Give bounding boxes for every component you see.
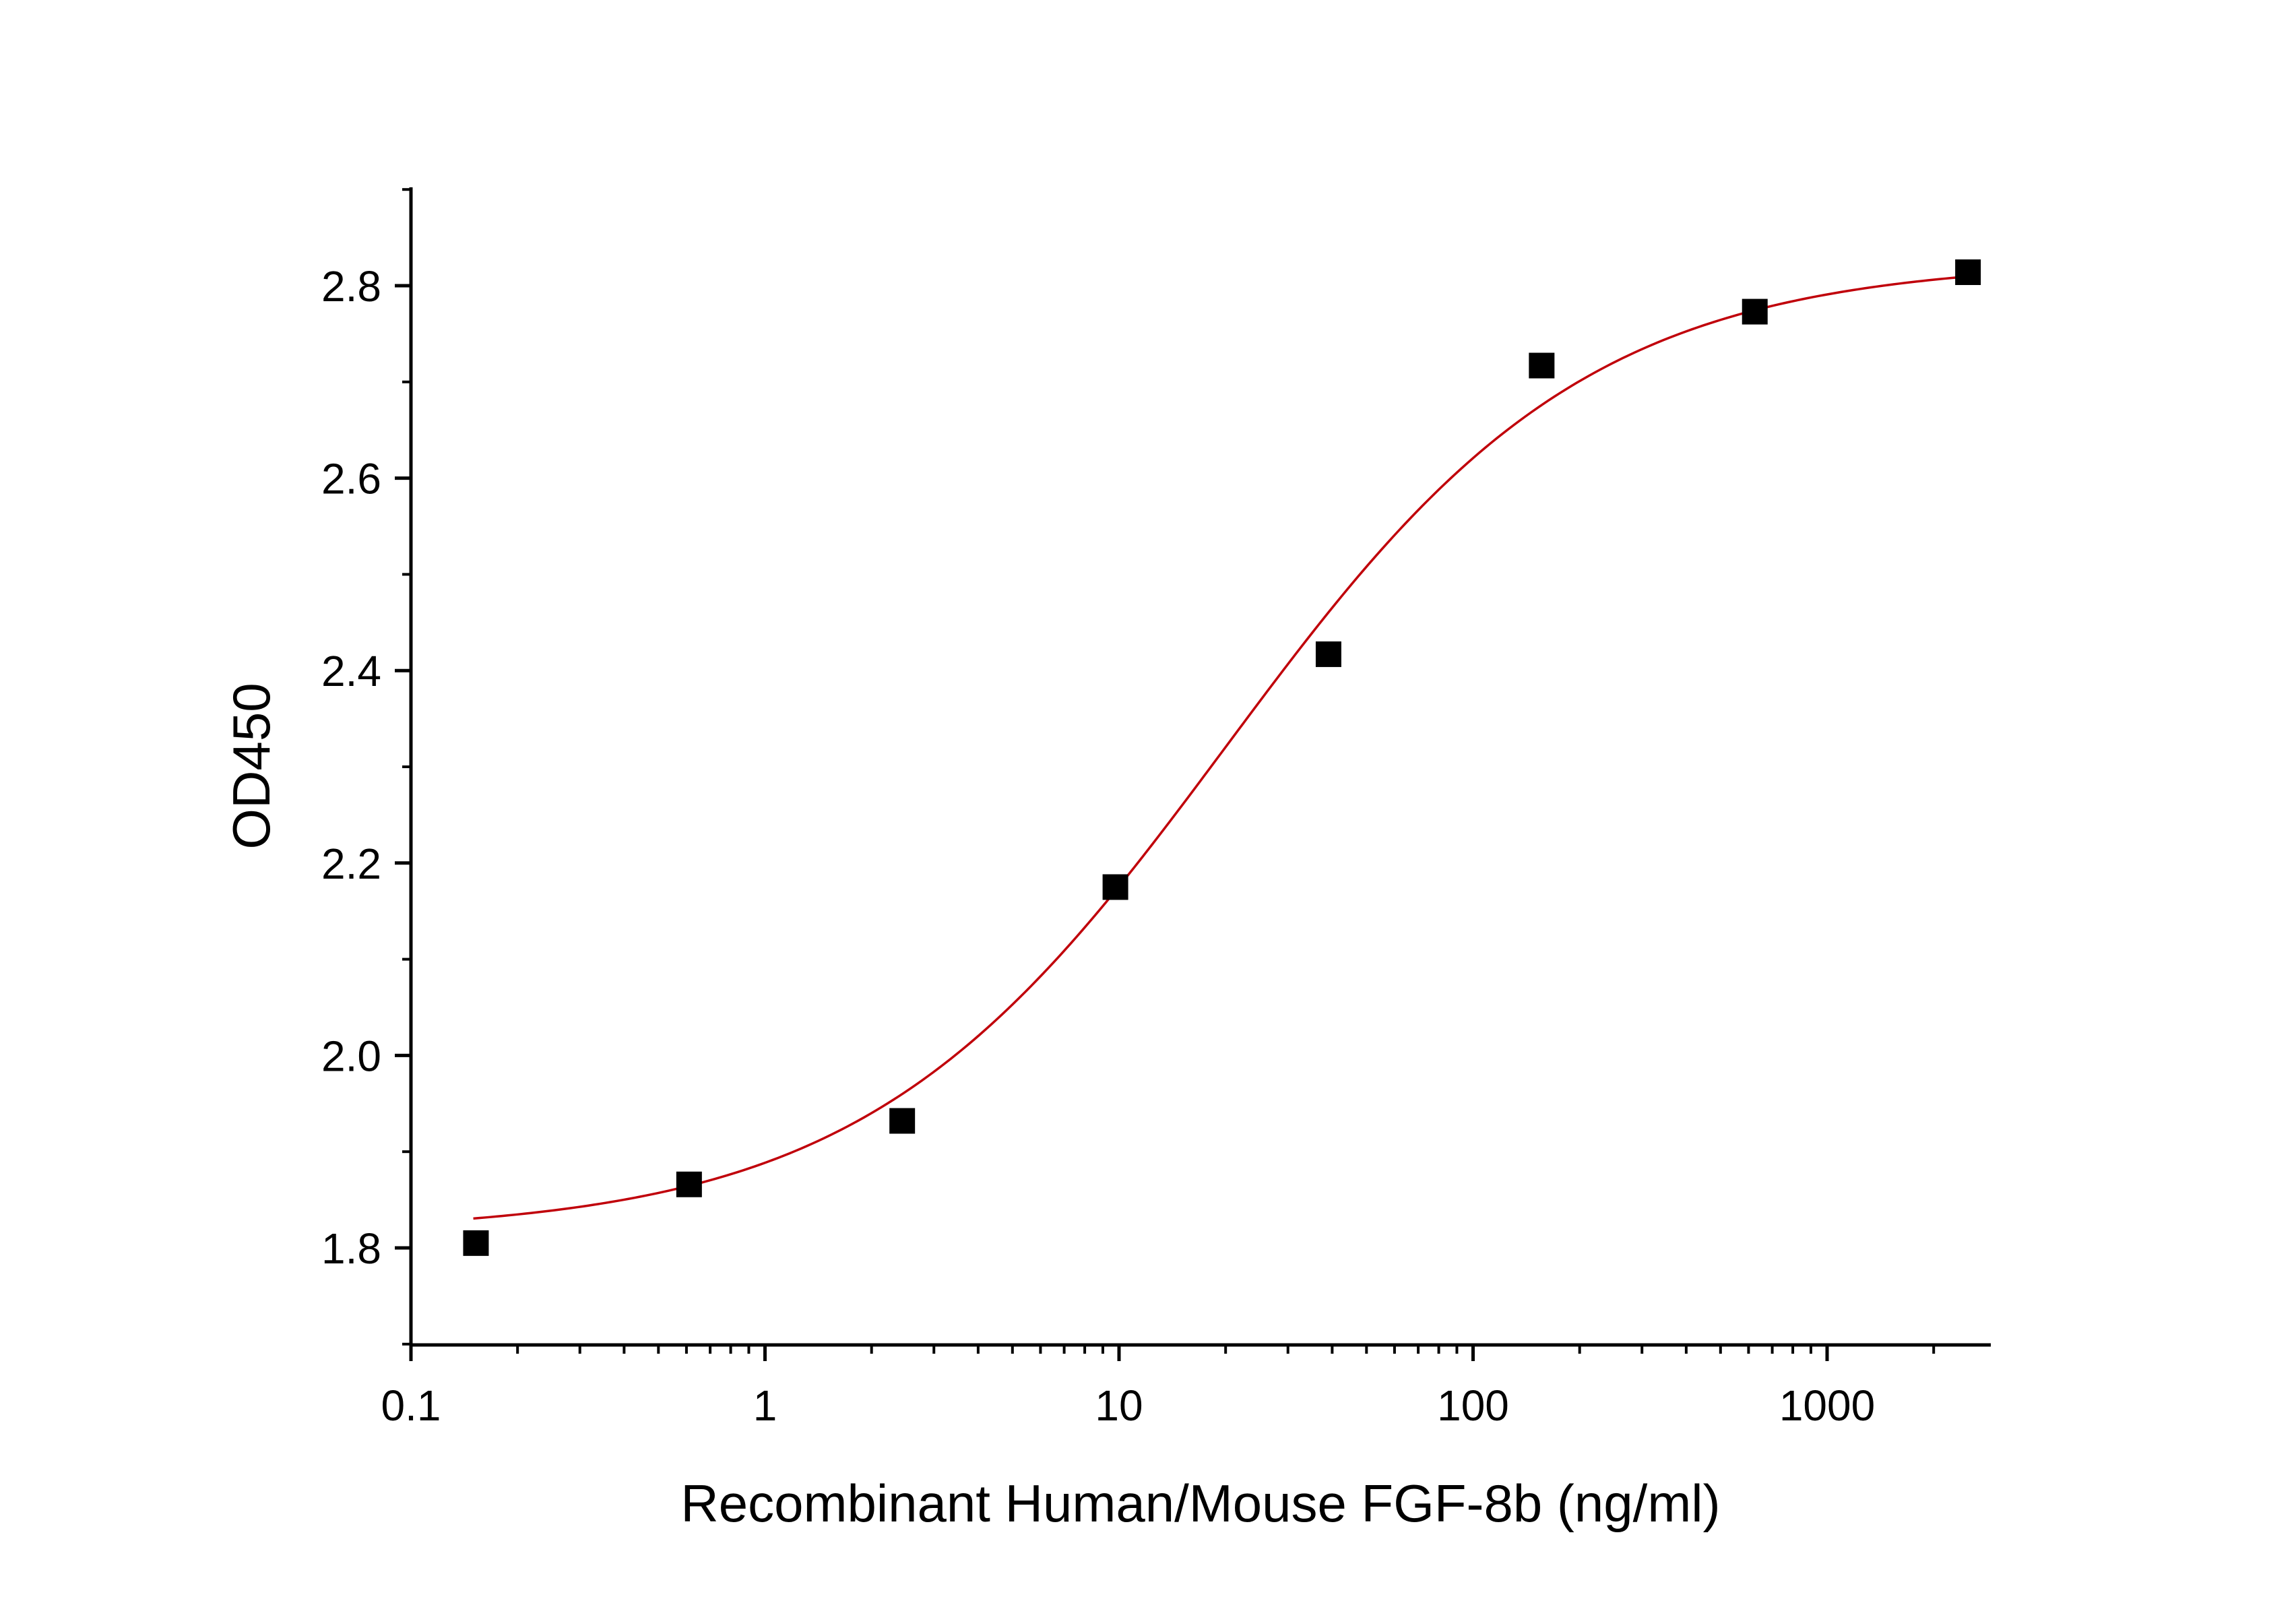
data-point: [463, 1230, 489, 1256]
data-point: [1529, 352, 1555, 379]
y-tick-label: 2.8: [321, 262, 381, 311]
y-tick-label: 1.8: [321, 1224, 381, 1273]
x-tick-label: 10: [1095, 1381, 1143, 1430]
fit-curve: [473, 275, 1969, 1220]
x-tick-label: 1000: [1779, 1381, 1875, 1430]
y-ticks: 1.8 2.0 2.2 2.4 2.6 2.8: [321, 188, 411, 1346]
data-point: [1102, 874, 1128, 900]
y-tick-label: 2.0: [321, 1032, 381, 1080]
data-point: [676, 1171, 702, 1197]
data-point: [1955, 259, 1981, 286]
x-tick-label: 100: [1437, 1381, 1509, 1430]
data-markers: [463, 259, 1981, 1256]
axes: [409, 187, 1991, 1347]
x-tick-label: 0.1: [381, 1381, 441, 1430]
x-tick-label: 1: [753, 1381, 777, 1430]
y-axis-title: OD450: [222, 683, 281, 849]
x-axis-title: Recombinant Human/Mouse FGF-8b (ng/ml): [680, 1474, 1720, 1533]
data-point: [1315, 641, 1341, 667]
y-tick-label: 2.2: [321, 840, 381, 888]
y-tick-label: 2.4: [321, 647, 381, 695]
x-ticks: 0.1 1 10 100 1000: [381, 1345, 1936, 1430]
data-point: [1742, 298, 1768, 325]
data-point: [889, 1108, 916, 1134]
y-tick-label: 2.6: [321, 455, 381, 503]
